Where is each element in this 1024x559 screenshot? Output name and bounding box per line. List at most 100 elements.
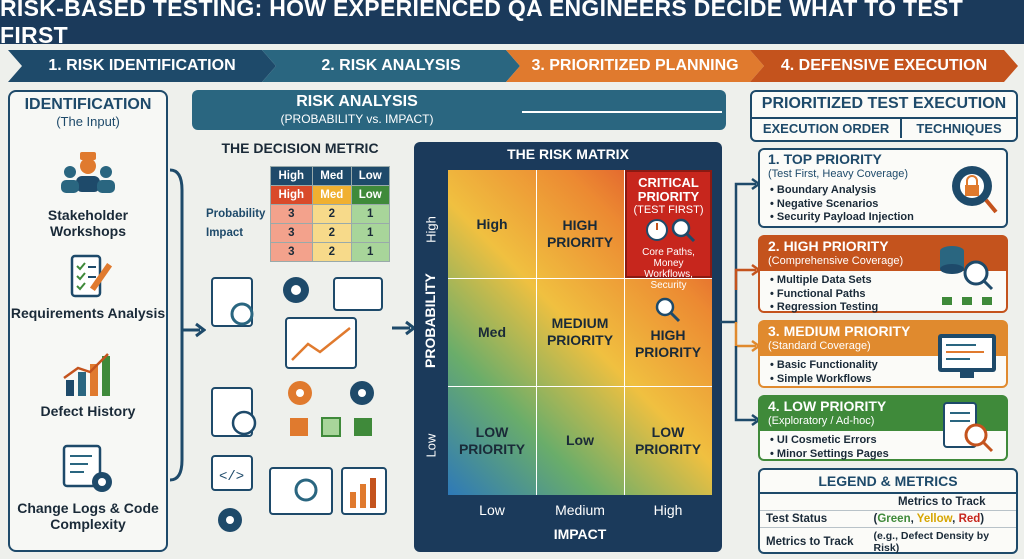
metric-subhead-low: Low xyxy=(350,185,391,205)
ident-label-stakeholder: Stakeholder Workshops xyxy=(47,207,129,239)
document-search-icon xyxy=(943,402,994,453)
critical-priority-cell: CRITICAL PRIORITY (TEST FIRST) Core Path… xyxy=(625,170,712,291)
metric-subhead-med: Med xyxy=(312,185,352,205)
matrix-cell-low-low: LOW PRIORITY xyxy=(458,423,526,457)
metric-title: THE DECISION METRIC xyxy=(221,140,379,156)
list-item: Basic Functionality xyxy=(770,359,996,373)
legend-title: LEGEND & METRICS xyxy=(760,470,1016,494)
flow-bracket xyxy=(169,168,206,482)
legend-panel: LEGEND & METRICS Metrics to Track Test S… xyxy=(758,468,1018,554)
priority-medium-title: 3. MEDIUM PRIORITY xyxy=(768,323,911,339)
priority-top: 1. TOP PRIORITY (Test First, Heavy Covera… xyxy=(758,148,1008,228)
metric-cell: 1 xyxy=(350,223,391,243)
x-tick-high: High xyxy=(653,502,683,518)
arrow-right-icon xyxy=(522,111,722,113)
priority-high-title: 2. HIGH PRIORITY xyxy=(768,238,889,254)
list-item: Multiple Data Sets xyxy=(770,274,996,288)
identification-subtitle: (The Input) xyxy=(56,114,120,129)
critical-sub: (TEST FIRST) xyxy=(633,204,704,216)
page-title: RISK-BASED TESTING: HOW EXPERIENCED QA E… xyxy=(0,0,1024,48)
list-item: Minor Settings Pages xyxy=(770,448,996,462)
metric-cell: 3 xyxy=(269,223,314,243)
legend-header: Metrics to Track xyxy=(867,494,1016,511)
matrix-x-label: IMPACT xyxy=(553,526,607,542)
legend-metrics-label: Metrics to Track xyxy=(766,536,854,548)
list-item: Functional Paths xyxy=(770,288,996,302)
metric-col-high: High xyxy=(269,166,314,186)
matrix-cell-med-low: Med xyxy=(478,323,506,340)
metric-cell: 1 xyxy=(350,242,391,262)
priority-high: 2. HIGH PRIORITY (Comprehensive Coverage)… xyxy=(758,235,1008,313)
legend-yellow: Yellow xyxy=(916,513,953,525)
analysis-title: RISK ANALYSIS xyxy=(296,93,418,110)
matrix-title: THE RISK MATRIX xyxy=(507,146,629,162)
matrix-grid: CRITICAL PRIORITY (TEST FIRST) Core Path… xyxy=(448,170,712,495)
risk-matrix-panel: THE RISK MATRIX CRITICAL PRIORITY (TEST … xyxy=(414,142,722,552)
metric-label-probability: Probability xyxy=(206,208,266,220)
metric-cell: 2 xyxy=(312,223,352,243)
priority-low-sub: (Exploratory / Ad-hoc) xyxy=(768,415,875,427)
legend-paren-open: ( xyxy=(873,513,878,525)
execution-col-techniques: TECHNIQUES xyxy=(916,121,1002,136)
ident-item-stakeholder: Stakeholder Workshops xyxy=(10,152,166,239)
analysis-header: RISK ANALYSIS (PROBABILITY vs. IMPACT) xyxy=(192,90,726,130)
execution-header: PRIORITIZED TEST EXECUTION EXECUTION ORD… xyxy=(750,90,1018,142)
matrix-cell-low-high: LOW PRIORITY xyxy=(634,423,702,457)
step-risk-identification: 1. RISK IDENTIFICATION xyxy=(8,50,276,82)
ident-item-requirements: Requirements Analysis xyxy=(10,252,166,321)
metric-table: High Med Low High Med Low Probability 3 … xyxy=(206,166,391,262)
matrix-y-label: PROBABILITY xyxy=(422,273,438,368)
stakeholder-icon xyxy=(61,152,115,193)
priority-top-title: 1. TOP PRIORITY xyxy=(768,151,882,167)
metric-cell: 3 xyxy=(269,242,314,262)
execution-title: PRIORITIZED TEST EXECUTION xyxy=(761,95,1007,112)
y-tick-low: Low xyxy=(423,433,439,458)
metric-cell: 2 xyxy=(312,242,352,262)
priority-low: 4. LOW PRIORITY(Exploratory / Ad-hoc) UI… xyxy=(758,395,1008,461)
list-item: Negative Scenarios xyxy=(770,198,996,212)
priority-medium-sub: (Standard Coverage) xyxy=(768,340,871,352)
priority-high-sub: (Comprehensive Coverage) xyxy=(768,255,904,267)
metric-label-impact: Impact xyxy=(206,227,244,239)
metric-col-low: Low xyxy=(350,166,391,186)
magnifier-icon xyxy=(655,297,681,323)
ident-item-defect-history: Defect History xyxy=(10,350,166,419)
ident-label-requirements: Requirements Analysis xyxy=(10,305,166,321)
metric-cell: 3 xyxy=(269,204,314,224)
decision-metric-panel: THE DECISION METRIC High Med Low High Me… xyxy=(200,140,400,552)
priority-low-title: 4. LOW PRIORITY xyxy=(768,398,887,414)
ident-label-change-logs: Change Logs & Code Complexity xyxy=(17,500,159,532)
priority-top-sub: (Test First, Heavy Coverage) xyxy=(768,168,908,180)
list-item: UI Cosmetic Errors xyxy=(770,434,996,448)
list-item: Regression Testing xyxy=(770,301,996,315)
matrix-cell-med-high: HIGH PRIORITY xyxy=(634,327,702,360)
identification-panel: IDENTIFICATION (The Input) Stakeholder W… xyxy=(8,90,168,552)
priority-medium: 3. MEDIUM PRIORITY(Standard Coverage) Ba… xyxy=(758,320,1008,388)
analysis-subtitle: (PROBABILITY vs. IMPACT) xyxy=(280,112,434,126)
step-prioritized-planning: 3. PRIORITIZED PLANNING xyxy=(506,50,764,82)
stopwatch-magnifier-icon xyxy=(645,218,695,243)
legend-red: Red xyxy=(958,513,981,525)
execution-col-order: EXECUTION ORDER xyxy=(752,119,903,138)
matrix-cell-low-medium: Low xyxy=(566,432,594,448)
legend-metrics-value: (e.g., Defect Density by Risk) xyxy=(873,530,990,554)
critical-title: CRITICAL PRIORITY xyxy=(637,175,700,204)
step-risk-analysis: 2. RISK ANALYSIS xyxy=(262,50,520,82)
legend-paren-close: ) xyxy=(980,513,985,525)
legend-green: Green xyxy=(877,513,911,525)
x-tick-medium: Medium xyxy=(555,502,605,518)
y-tick-high: High xyxy=(423,216,439,243)
checklist-icon xyxy=(70,254,113,298)
legend-test-status-value: (Green, Yellow, Red) xyxy=(867,510,1016,528)
list-item: Simple Workflows xyxy=(770,373,996,387)
matrix-cell-high-low: High xyxy=(476,215,508,232)
metric-cell: 2 xyxy=(312,204,352,224)
identification-title: IDENTIFICATION xyxy=(24,96,152,113)
bar-chart-icon xyxy=(63,353,110,396)
x-tick-low: Low xyxy=(479,502,505,518)
database-search-icon xyxy=(940,246,994,305)
monitor-code-icon xyxy=(938,334,996,378)
critical-note: Core Paths, Money Workflows, Security xyxy=(642,247,695,291)
execution-connectors xyxy=(720,177,762,427)
step-defensive-execution: 4. DEFENSIVE EXECUTION xyxy=(750,50,1018,82)
